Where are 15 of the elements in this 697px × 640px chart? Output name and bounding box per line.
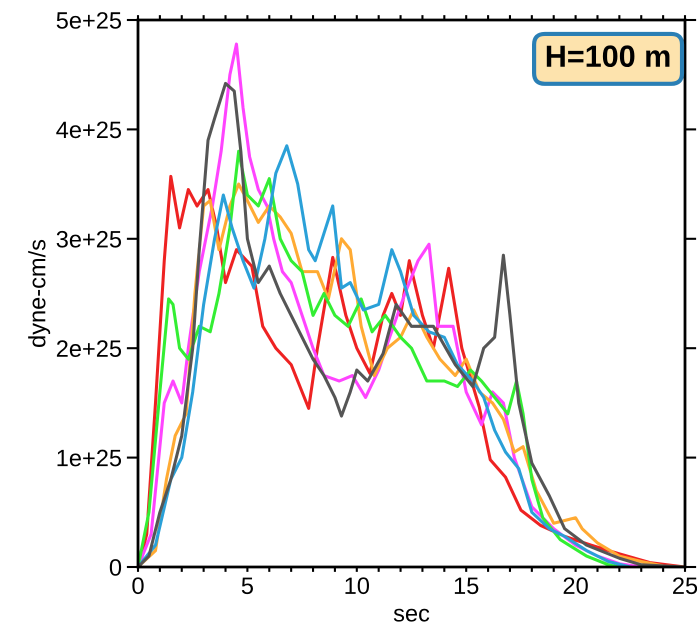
x-tick-label: 25 bbox=[673, 577, 697, 594]
x-tick-label: 15 bbox=[454, 578, 478, 594]
y-tick-label: 0 bbox=[110, 559, 122, 576]
x-axis-title: sec bbox=[394, 608, 430, 622]
y-tick-label: 5e+25 bbox=[56, 12, 122, 29]
y-tick-label: 2e+25 bbox=[56, 340, 122, 357]
annotation: H=100 m bbox=[546, 45, 670, 68]
x-tick-label: 5 bbox=[242, 578, 253, 594]
x-tick-label: 0 bbox=[132, 577, 144, 594]
y-axis-title: dyne-cm/s bbox=[28, 240, 50, 347]
x-tick-label: 10 bbox=[345, 577, 370, 594]
y-tick-label: 4e+25 bbox=[56, 121, 122, 138]
y-tick-label: 1e+25 bbox=[58, 450, 122, 466]
x-tick-label: 20 bbox=[564, 577, 588, 594]
y-tick-label: 3e+25 bbox=[56, 230, 122, 248]
